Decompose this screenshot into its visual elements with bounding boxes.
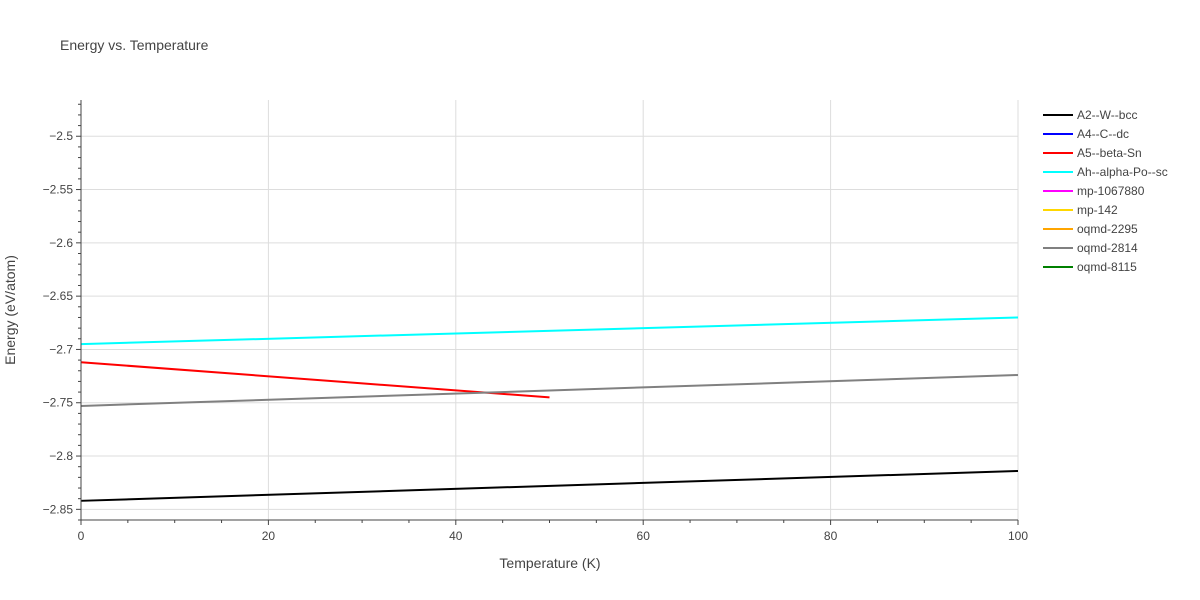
y-tick-label: −2.75 bbox=[43, 396, 74, 410]
legend-item[interactable]: oqmd-2814 bbox=[1043, 241, 1138, 255]
legend[interactable]: A2--W--bcc A4--C--dc A5--beta-Sn Ah--alpha-… bbox=[1043, 108, 1168, 274]
x-tick-label: 80 bbox=[824, 529, 838, 543]
y-tick-label: −2.8 bbox=[49, 449, 73, 463]
y-axis-title: Energy (eV/atom) bbox=[2, 255, 18, 365]
y-tick-label: −2.55 bbox=[43, 183, 74, 197]
legend-label: mp-1067880 bbox=[1077, 184, 1145, 198]
axes bbox=[76, 100, 1019, 525]
chart-title: Energy vs. Temperature bbox=[60, 37, 209, 53]
series-line-a5-beta-sn bbox=[80, 361, 550, 399]
tick-labels: 0 20 40 60 80 100 −2.85 −2.8 −2.75 −2.7 −2.65 −2.6 −… bbox=[43, 129, 1029, 543]
plot-area bbox=[80, 316, 1019, 502]
legend-label: A5--beta-Sn bbox=[1077, 146, 1142, 160]
legend-label: A2--W--bcc bbox=[1077, 108, 1137, 122]
legend-item[interactable]: A5--beta-Sn bbox=[1043, 146, 1142, 160]
x-tick-label: 60 bbox=[637, 529, 651, 543]
legend-label: oqmd-2814 bbox=[1077, 241, 1138, 255]
y-tick-label: −2.5 bbox=[49, 129, 73, 143]
legend-item[interactable]: oqmd-2295 bbox=[1043, 222, 1138, 236]
legend-label: oqmd-2295 bbox=[1077, 222, 1138, 236]
legend-label: oqmd-8115 bbox=[1077, 260, 1137, 274]
legend-label: A4--C--dc bbox=[1077, 127, 1129, 141]
x-tick-label: 40 bbox=[449, 529, 463, 543]
series-line-a2-w-bcc bbox=[80, 469, 1019, 502]
legend-item[interactable]: Ah--alpha-Po--sc bbox=[1043, 165, 1168, 179]
legend-label: mp-142 bbox=[1077, 203, 1118, 217]
grid-lines bbox=[81, 100, 1019, 520]
series-line-oqmd-2814 bbox=[80, 374, 1019, 407]
series-line-ah-alpha-po-sc bbox=[80, 316, 1019, 346]
legend-item[interactable]: mp-142 bbox=[1043, 203, 1118, 217]
y-tick-label: −2.85 bbox=[43, 502, 74, 516]
legend-label: Ah--alpha-Po--sc bbox=[1077, 165, 1168, 179]
x-tick-label: 20 bbox=[262, 529, 276, 543]
legend-item[interactable]: mp-1067880 bbox=[1043, 184, 1145, 198]
x-axis-title: Temperature (K) bbox=[499, 555, 600, 571]
y-tick-label: −2.7 bbox=[49, 342, 73, 356]
legend-item[interactable]: oqmd-8115 bbox=[1043, 260, 1137, 274]
y-tick-label: −2.65 bbox=[43, 289, 74, 303]
x-tick-label: 0 bbox=[78, 529, 85, 543]
x-tick-label: 100 bbox=[1008, 529, 1028, 543]
legend-item[interactable]: A4--C--dc bbox=[1043, 127, 1129, 141]
legend-item[interactable]: A2--W--bcc bbox=[1043, 108, 1137, 122]
y-tick-label: −2.6 bbox=[49, 236, 73, 250]
